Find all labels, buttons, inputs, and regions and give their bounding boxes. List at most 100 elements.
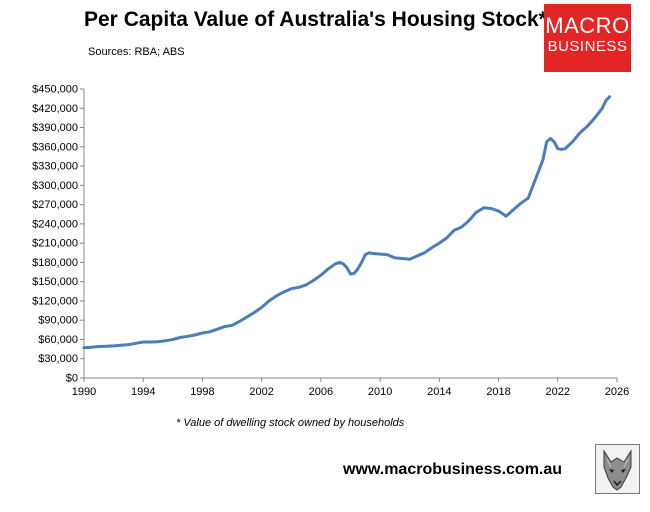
data-point: [460, 225, 463, 229]
data-point: [253, 311, 256, 314]
data-point: [304, 283, 308, 287]
data-point: [608, 95, 611, 98]
y-tick-label: $180,000: [32, 257, 78, 269]
data-point: [604, 99, 608, 102]
data-point: [338, 261, 341, 264]
y-tick-label: $240,000: [32, 218, 78, 230]
data-point: [216, 328, 219, 331]
data-point: [571, 140, 574, 143]
data-point: [545, 140, 548, 143]
data-point: [238, 320, 241, 323]
x-tick-label: 1994: [131, 386, 155, 398]
x-tick-label: 2018: [486, 386, 510, 398]
x-tick-label: 2022: [546, 386, 570, 398]
data-point: [312, 279, 315, 282]
x-tick-label: 2014: [427, 386, 451, 398]
data-point: [393, 256, 397, 260]
data-point: [490, 207, 493, 210]
data-point: [386, 253, 389, 256]
data-point: [578, 131, 582, 134]
data-point: [119, 344, 123, 347]
data-point: [142, 340, 145, 344]
data-point: [541, 158, 545, 161]
data-point: [504, 215, 508, 218]
data-point: [297, 286, 300, 289]
macrobusiness-logo: MACRO BUSINESS: [544, 4, 631, 72]
data-point: [564, 147, 567, 150]
chart-title: Per Capita Value of Australia's Housing …: [84, 8, 547, 31]
data-point: [378, 252, 382, 256]
data-point: [267, 299, 271, 303]
data-point: [105, 345, 108, 348]
y-tick-label: $90,000: [38, 315, 78, 327]
data-point: [534, 177, 537, 181]
data-point: [345, 266, 348, 269]
data-point: [519, 202, 522, 205]
data-point: [230, 324, 234, 327]
data-point: [360, 261, 363, 264]
data-point: [282, 290, 286, 294]
data-point: [482, 206, 485, 209]
footnote: * Value of dwelling stock owned by house…: [176, 417, 405, 429]
data-point: [164, 339, 167, 342]
chart-axes: [83, 89, 617, 379]
data-point: [201, 331, 204, 335]
data-point: [586, 125, 589, 128]
data-point: [497, 209, 500, 213]
x-tick-label: 2026: [605, 386, 629, 398]
data-point: [371, 252, 374, 255]
data-point: [156, 340, 160, 343]
x-axis-ticks: 1990 1994 1998 2002 2006 2010 2014 2018 2022 2026: [72, 378, 629, 398]
data-point: [341, 262, 345, 265]
data-point: [408, 258, 411, 261]
data-point: [438, 241, 441, 245]
y-tick-label: $120,000: [32, 295, 78, 307]
y-tick-label: $150,000: [32, 276, 78, 288]
data-point: [127, 343, 130, 346]
data-point: [349, 272, 352, 276]
sources-note: Sources: RBA; ABS: [88, 46, 185, 58]
data-point: [467, 219, 471, 222]
chart-series: [82, 95, 612, 350]
data-point: [601, 107, 604, 110]
data-point: [112, 344, 115, 348]
data-point: [171, 338, 174, 341]
logo-line-2: BUSINESS: [547, 38, 628, 55]
y-tick-label: $0: [66, 373, 78, 385]
y-tick-label: $330,000: [32, 161, 78, 173]
data-point: [275, 294, 278, 297]
data-point: [452, 229, 456, 232]
series-line: [82, 95, 612, 350]
data-point: [549, 137, 552, 140]
data-point: [415, 254, 419, 258]
wolf-icon: [595, 444, 640, 494]
y-tick-label: $390,000: [32, 122, 78, 134]
x-tick-label: 2006: [309, 386, 333, 398]
data-point: [193, 333, 197, 337]
data-point: [527, 197, 530, 200]
data-point: [423, 251, 426, 254]
data-point: [223, 325, 226, 328]
x-tick-label: 2010: [368, 386, 392, 398]
data-point: [445, 236, 448, 240]
data-point: [319, 274, 323, 277]
data-point: [367, 251, 371, 254]
y-axis-ticks: $0 $30,000 $60,000 $90,000 $120,000 $150,000 $…: [32, 84, 84, 385]
website-link[interactable]: www.macrobusiness.com.au: [343, 461, 563, 478]
y-tick-label: $210,000: [32, 238, 78, 250]
data-point: [82, 346, 86, 349]
data-point: [245, 315, 249, 319]
data-point: [260, 306, 263, 309]
data-point: [149, 340, 152, 344]
data-point: [560, 148, 563, 151]
x-tick-label: 1990: [72, 386, 96, 398]
data-point: [364, 253, 367, 256]
y-tick-label: $30,000: [38, 353, 78, 365]
x-tick-label: 2002: [249, 386, 273, 398]
data-point: [97, 345, 101, 348]
y-tick-label: $420,000: [32, 103, 78, 115]
data-point: [186, 335, 189, 338]
data-point: [401, 257, 404, 260]
data-point: [593, 116, 596, 120]
